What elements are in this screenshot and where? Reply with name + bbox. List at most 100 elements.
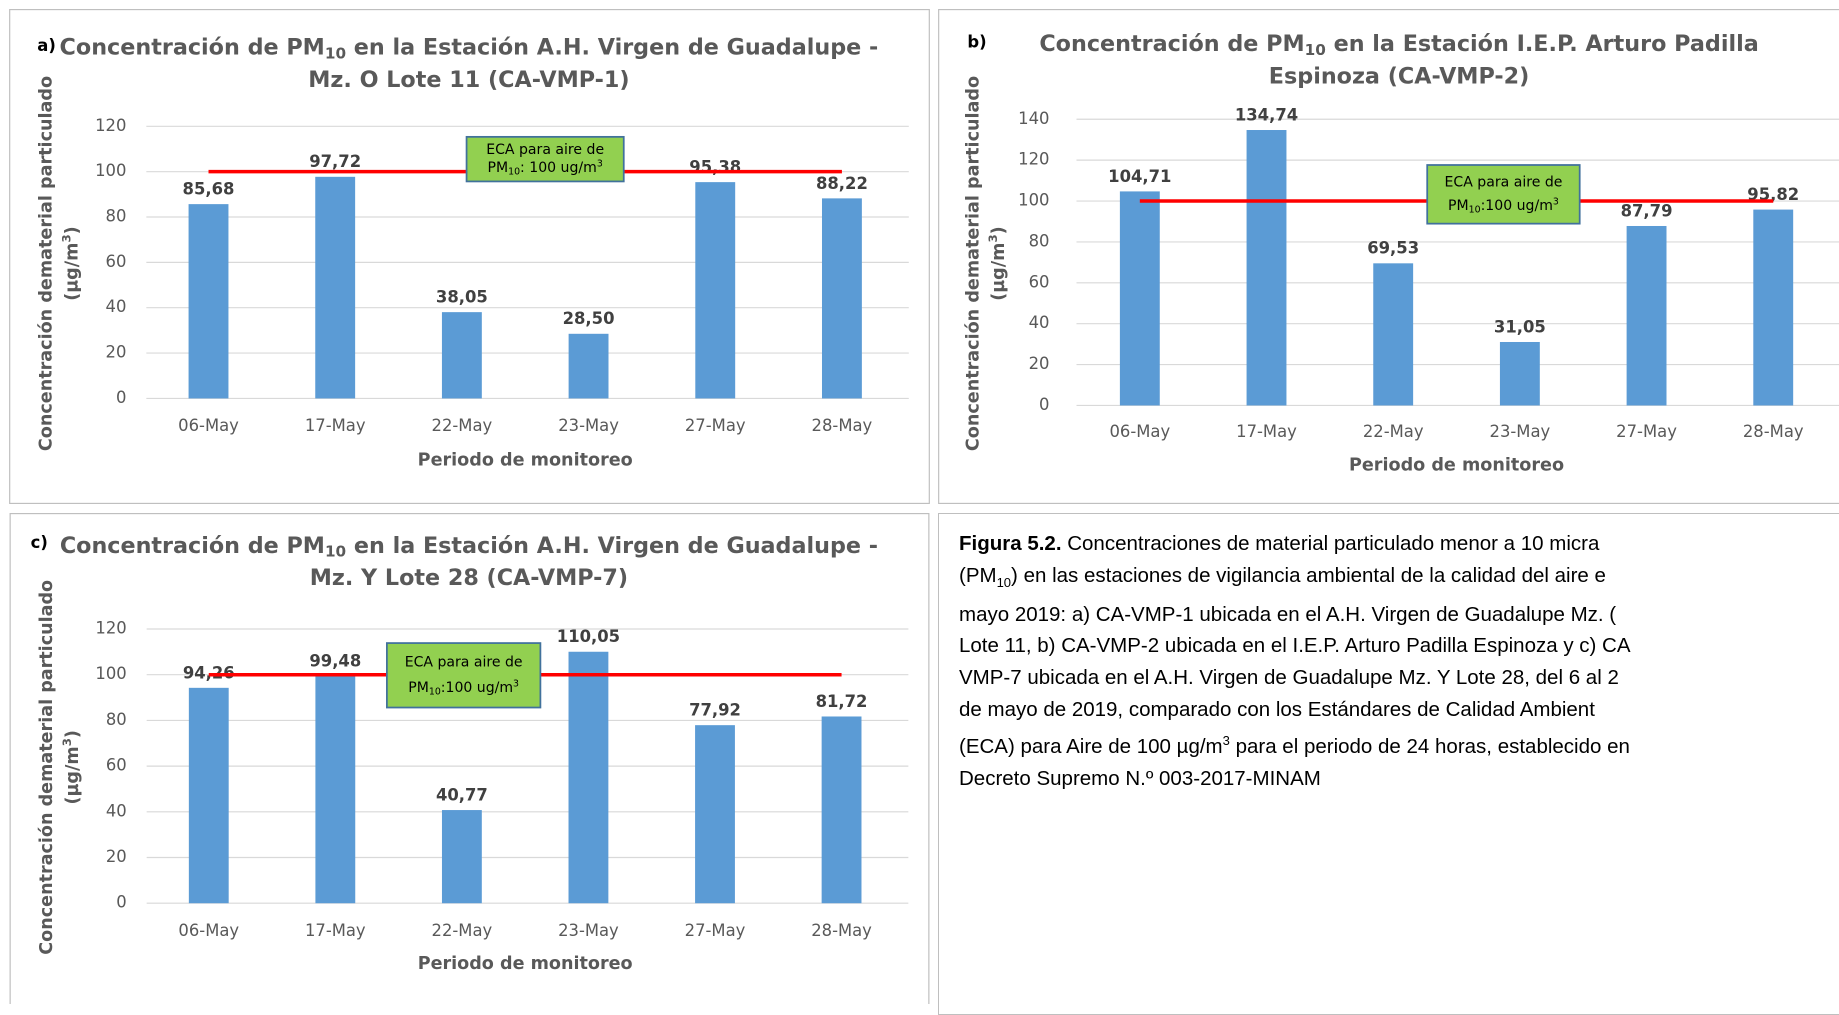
unit-sup: 3: [59, 234, 73, 242]
chart-title: Concentración de PM10 en la Estación A.H…: [60, 532, 878, 560]
title-sub: 10: [325, 542, 346, 560]
bar: [188, 204, 229, 399]
bar: [1119, 191, 1160, 406]
y-tick-label: 120: [95, 116, 126, 135]
y-tick-label: 100: [95, 664, 126, 683]
caption-line: Figura 5.2. Concentraciones de material …: [959, 528, 1839, 560]
x-tick-label: 23-May: [1490, 422, 1551, 441]
annotation-text: PM10:100 ug/m3: [408, 678, 519, 697]
y-tick-label: 40: [106, 297, 127, 316]
x-tick-label: 28-May: [812, 416, 873, 435]
annotation-sub: 10: [1469, 204, 1481, 215]
unit-text: ): [63, 730, 83, 738]
annotation-sub: 10: [429, 686, 441, 697]
x-tick-label: 27-May: [685, 921, 746, 940]
value-label: 88,22: [816, 174, 868, 193]
x-tick-label: 22-May: [432, 416, 493, 435]
value-label: 99,48: [309, 651, 361, 670]
x-tick-label: 23-May: [558, 921, 619, 940]
chart-title: Concentración de PM10 en la Estación A.H…: [60, 34, 879, 62]
caption-sub: 10: [996, 574, 1012, 590]
title-sub: 10: [1305, 41, 1326, 59]
annotation-sup: 3: [1553, 196, 1559, 207]
y-tick-label: 0: [116, 388, 126, 407]
caption-line: Lote 11, b) CA-VMP-2 ubicada en el I.E.P…: [959, 634, 1631, 658]
unit-text: (µg/m: [62, 242, 82, 300]
annotation-box: [386, 642, 542, 709]
annotation-sup: 3: [513, 678, 519, 689]
x-axis-label: Periodo de monitoreo: [418, 451, 633, 471]
y-axis-unit: (µg/m3): [59, 226, 82, 300]
panel-letter: c): [31, 533, 48, 552]
x-tick-label: 17-May: [305, 416, 366, 435]
x-tick-label: 06-May: [1109, 422, 1170, 441]
x-tick-label: 17-May: [1236, 422, 1297, 441]
x-tick-label: 27-May: [1616, 422, 1677, 441]
caption-line: (ECA) para Aire de 100 µg/m3 para el per…: [959, 725, 1839, 763]
unit-text: ): [62, 226, 82, 234]
annotation-text: PM10:100 ug/m3: [1448, 196, 1559, 215]
annotation-sub: 10: [508, 166, 520, 177]
x-axis-label: Periodo de monitoreo: [418, 954, 633, 974]
y-tick-label: 40: [106, 801, 127, 820]
y-tick-label: 60: [106, 252, 127, 271]
unit-text: ): [989, 226, 1009, 234]
figure-caption: Figura 5.2. Concentraciones de material …: [959, 528, 1839, 795]
panel-letter: b): [967, 33, 986, 52]
caption-line: VMP-7 ubicada en el A.H. Virgen de Guada…: [959, 665, 1619, 689]
annotation-box: [465, 135, 625, 183]
value-label: 94,26: [183, 663, 235, 682]
y-tick-label: 140: [1018, 109, 1049, 128]
y-tick-label: 80: [1029, 231, 1050, 250]
panel-border: [938, 9, 1839, 504]
value-label: 69,53: [1367, 239, 1419, 258]
chart-panel: c) Concentración de PM10 en la Estación A…: [9, 513, 930, 1004]
value-label: 104,71: [1108, 167, 1171, 186]
y-tick-label: 100: [95, 161, 126, 180]
bar: [568, 651, 609, 904]
annotation-box: [1426, 164, 1581, 225]
bar: [1246, 130, 1287, 406]
y-tick-label: 80: [106, 710, 127, 729]
chart-panel: a) Concentración de PM10 en la Estación A…: [9, 9, 930, 504]
caption-line: de mayo de 2019, comparado con los Están…: [959, 697, 1595, 721]
value-label: 85,68: [183, 180, 235, 199]
y-axis-label: Concentración dematerial particulado: [963, 76, 983, 451]
value-label: 77,92: [689, 701, 741, 720]
unit-text: (µg/m: [989, 242, 1009, 300]
y-axis-unit: (µg/m3): [59, 730, 82, 804]
panel-border: [9, 513, 930, 1004]
chart-title: Espinoza (CA-VMP-2): [1269, 64, 1530, 90]
x-axis-label: Periodo de monitoreo: [1349, 455, 1564, 475]
x-tick-label: 28-May: [811, 921, 872, 940]
x-tick-label: 22-May: [1363, 422, 1424, 441]
x-tick-label: 17-May: [305, 921, 366, 940]
annotation-text: PM10: 100 ug/m3: [487, 158, 602, 177]
annotation-part: PM: [487, 160, 508, 176]
value-label: 97,72: [309, 152, 361, 171]
value-label: 38,05: [436, 288, 488, 307]
value-label: 110,05: [557, 627, 620, 646]
bar: [695, 182, 736, 399]
caption-text: ) en las estaciones de vigilancia ambien…: [1011, 563, 1606, 587]
x-tick-label: 22-May: [432, 921, 493, 940]
chart-title: Concentración de PM10 en la Estación I.E…: [1039, 31, 1758, 59]
bar: [568, 333, 609, 399]
panel-border: [9, 9, 930, 504]
y-tick-label: 120: [1018, 150, 1049, 169]
caption-line: Decreto Supremo N.º 003-2017-MINAM: [959, 766, 1321, 790]
value-label: 81,72: [816, 692, 868, 711]
value-label: 95,38: [689, 158, 741, 177]
y-tick-label: 40: [1029, 313, 1050, 332]
bar: [1373, 263, 1414, 406]
bar: [821, 716, 862, 904]
annotation-text: ECA para aire de: [486, 142, 604, 158]
chart-title: Mz. O Lote 11 (CA-VMP-1): [308, 67, 629, 93]
title-sub: 10: [325, 44, 346, 62]
chart-title: Mz. Y Lote 28 (CA-VMP-7): [310, 565, 628, 591]
x-tick-label: 23-May: [558, 416, 619, 435]
bar: [1626, 225, 1667, 406]
bar: [315, 176, 356, 399]
y-axis-unit: (µg/m3): [986, 226, 1009, 301]
